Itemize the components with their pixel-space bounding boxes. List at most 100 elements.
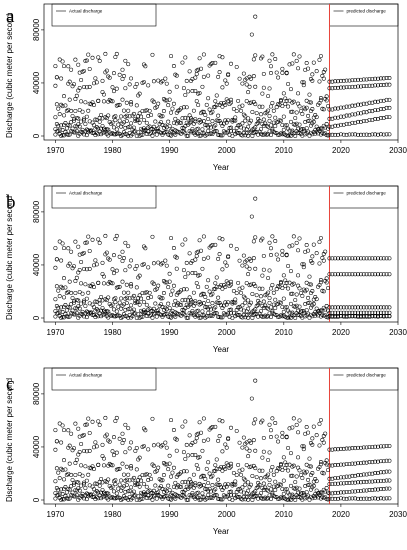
data-point [194,435,199,440]
data-point [293,133,298,138]
data-point [370,496,375,501]
data-point [136,494,141,499]
data-point [253,494,258,499]
data-point [236,280,241,285]
data-point [197,238,202,243]
data-point [134,497,139,502]
data-point [318,418,323,423]
data-point [314,115,319,120]
data-point [321,76,326,81]
data-point [250,474,255,478]
data-point [150,416,155,421]
data-point [171,101,176,106]
data-point [341,496,346,501]
data-point [169,292,174,297]
data-point [216,477,221,482]
data-point [387,314,392,319]
data-point [67,314,72,319]
data-point [336,272,341,277]
data-point [253,125,258,130]
data-point [167,124,172,129]
data-point [76,244,81,249]
data-point [341,78,346,83]
data-point [350,496,355,501]
data-point [123,307,128,312]
data-point [314,124,319,129]
data-point [54,75,59,80]
data-point [233,115,238,120]
data-point [134,445,139,450]
data-point [273,488,278,493]
data-point [281,478,286,483]
data-point [84,114,89,119]
data-point [201,416,206,421]
data-point [100,78,105,83]
data-point [236,131,241,135]
data-point [67,443,72,448]
data-point [251,421,256,426]
data-point [288,119,293,124]
data-point [246,454,251,459]
data-point [180,242,185,247]
data-point [164,263,169,268]
data-point [220,315,225,320]
data-point [60,104,65,109]
data-point [207,471,212,476]
data-point [358,314,363,319]
data-point [387,469,392,474]
data-point [70,490,75,495]
data-point [194,281,199,286]
data-point [196,102,201,107]
data-point [81,300,86,305]
data-point [344,78,349,83]
data-point [333,132,338,137]
data-point [384,82,389,87]
data-point [101,281,106,286]
data-point [341,490,346,495]
data-point [76,426,81,431]
data-point [249,440,253,445]
data-point [111,496,116,501]
data-point [378,496,383,501]
data-point [347,305,352,310]
data-point [177,302,182,307]
data-point [338,481,343,486]
data-point [387,115,392,120]
data-point [344,272,349,277]
data-point [338,314,343,319]
data-point [381,132,386,137]
data-point [170,126,175,131]
data-point [187,433,192,438]
data-point [136,130,141,135]
data-point [338,475,343,480]
data-point [196,466,201,471]
data-point [139,296,144,301]
data-point [327,86,332,91]
data-point [60,59,65,64]
data-point [180,60,185,65]
data-point [216,300,221,305]
data-point [190,299,195,304]
data-point [167,461,172,466]
data-point [201,256,206,261]
data-point [243,296,248,301]
data-point [387,496,392,501]
data-point [333,305,338,310]
data-point [314,479,319,484]
data-point [77,450,82,454]
data-point [113,478,118,483]
data-point [129,121,134,126]
data-point [127,446,132,451]
data-point [304,425,309,429]
data-point [60,310,65,314]
data-point [53,428,58,433]
data-point [370,77,375,82]
data-point [296,490,301,495]
data-point [341,272,346,277]
data-point [249,300,253,305]
data-point [324,276,329,281]
data-point [206,96,211,101]
data-point [364,445,369,450]
legend-text-predicted: predicted discharge [346,191,386,196]
data-point [100,494,105,499]
